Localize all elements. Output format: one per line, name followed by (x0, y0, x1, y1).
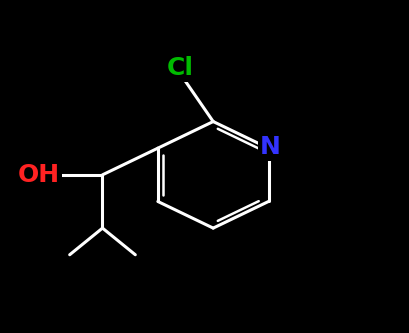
Text: N: N (260, 135, 280, 159)
Text: OH: OH (18, 163, 60, 187)
Text: Cl: Cl (166, 56, 193, 80)
